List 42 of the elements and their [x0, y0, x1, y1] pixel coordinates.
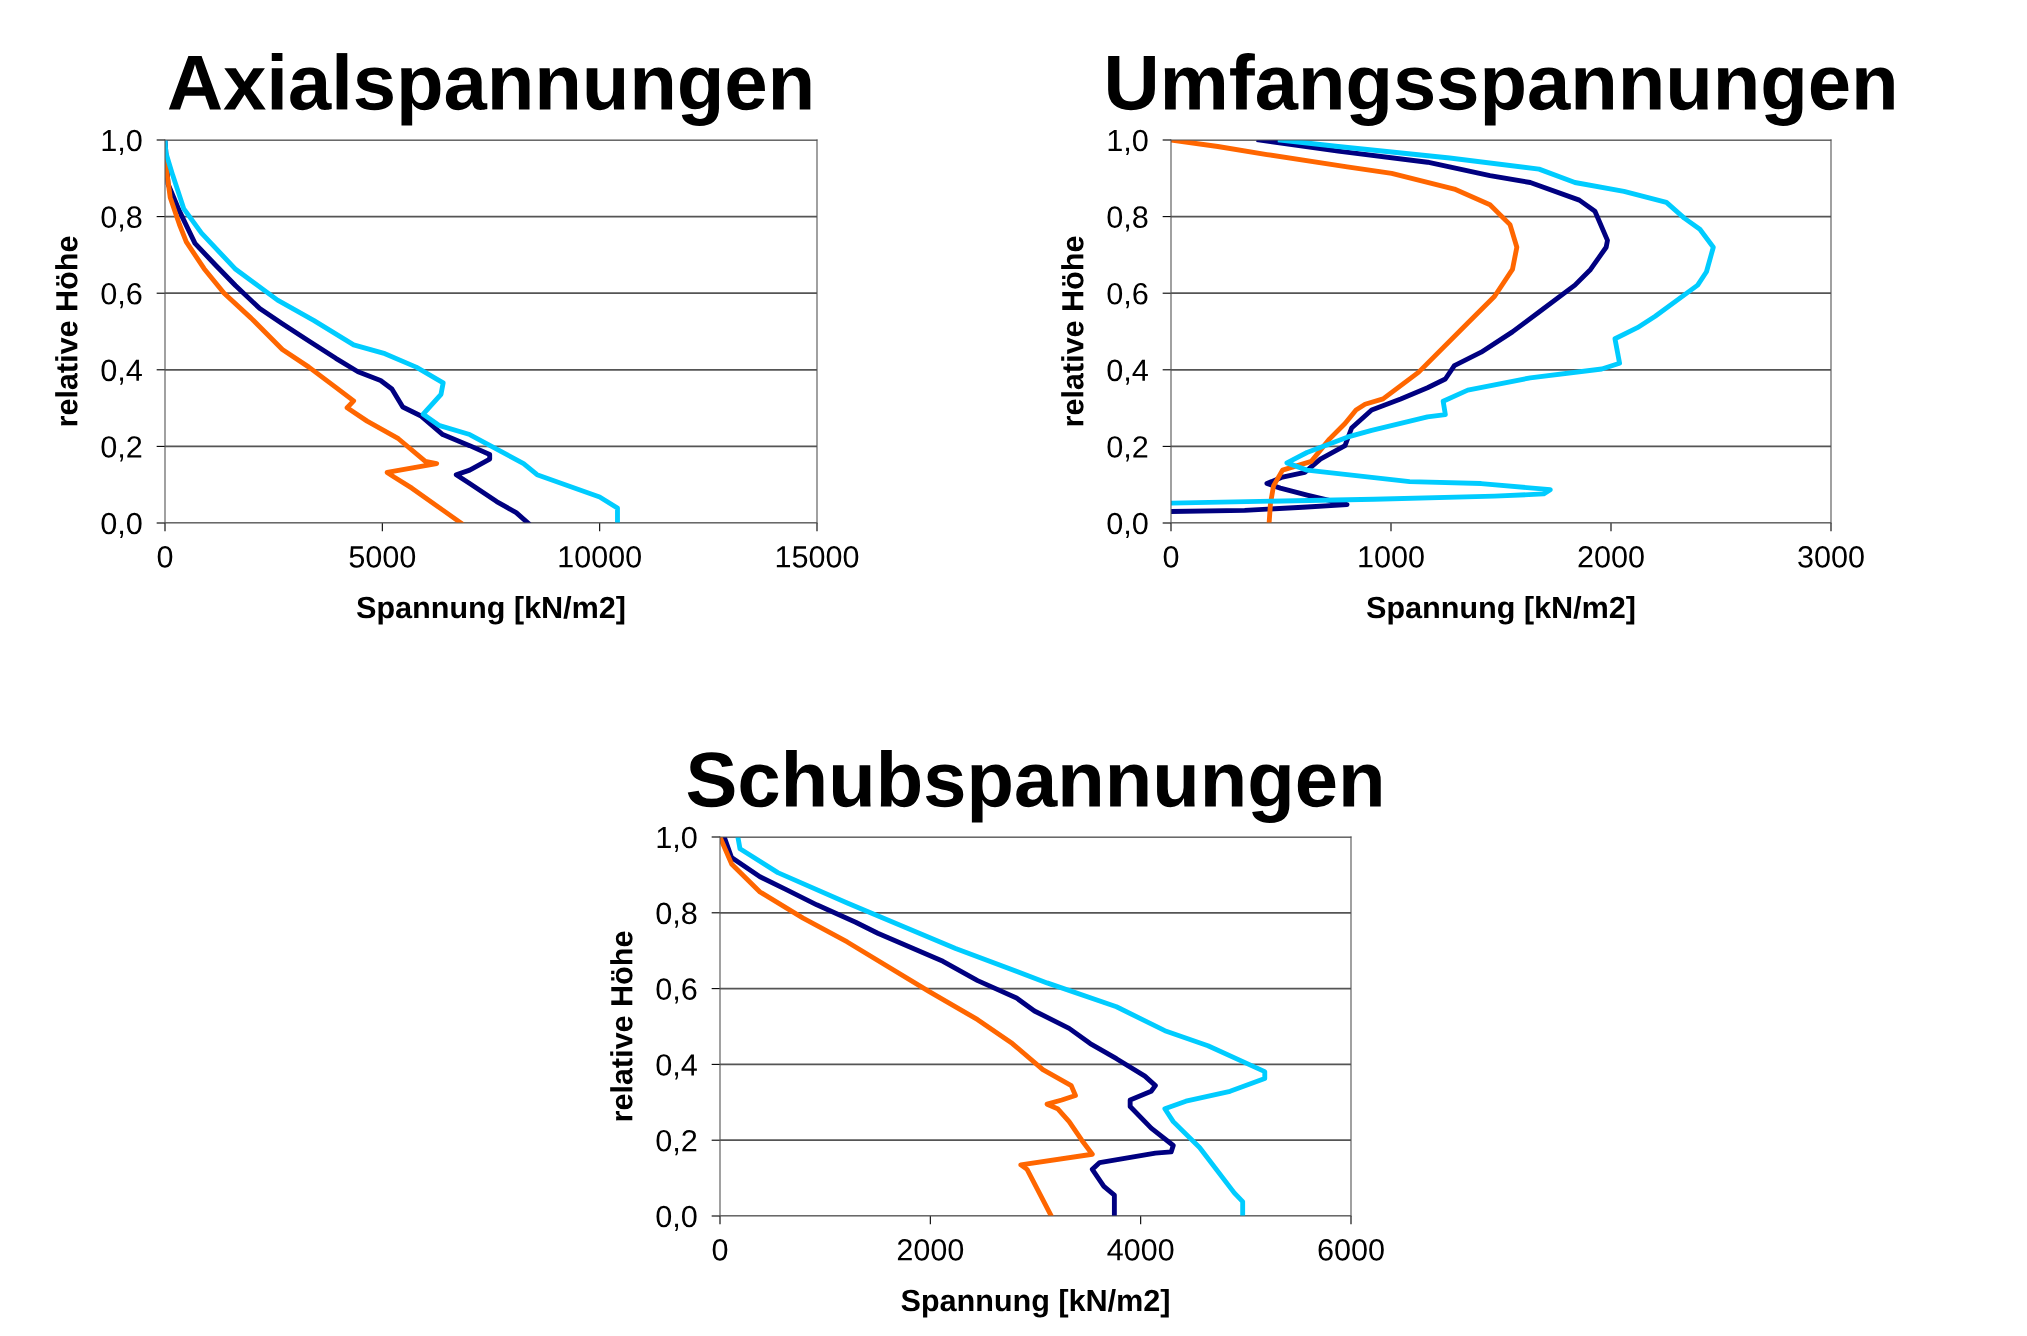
x-axis-title: Spannung [kN/m2]	[1366, 595, 1635, 625]
y-axis-title: relative Höhe	[1061, 236, 1084, 426]
y-tick-label: 1,0	[102, 129, 142, 155]
x-tick-label: 0	[712, 1239, 728, 1261]
y-tick-label: 0,8	[101, 206, 142, 232]
y-tick-label: 0,4	[656, 1054, 697, 1080]
y-axis-title: relative Höhe	[55, 236, 78, 426]
y-tick-label: 0,0	[1107, 512, 1148, 538]
line-series	[1171, 140, 1716, 506]
y-tick-label: 0,6	[1107, 282, 1148, 309]
y-tick-label: 0,0	[101, 512, 142, 538]
y-tick-label: 0,2	[101, 436, 142, 462]
x-tick-label: 15000	[776, 546, 859, 568]
y-tick-label: 0,4	[101, 359, 142, 385]
x-tick-label: 5000	[349, 546, 416, 568]
y-tick-label: 0,4	[1107, 359, 1148, 385]
x-tick-label: 3000	[1798, 546, 1864, 568]
y-tick-label: 0,8	[1107, 206, 1148, 232]
y-tick-label: 1,0	[1108, 129, 1148, 155]
x-tick-label: 2000	[1578, 546, 1644, 568]
y-tick-label: 0,6	[101, 282, 142, 309]
x-axis-title: Spannung [kN/m2]	[356, 595, 625, 625]
y-tick-label: 1,0	[657, 826, 697, 852]
x-tick-label: 0	[157, 546, 173, 568]
chart-title: Axialspannungen	[168, 53, 811, 126]
y-tick-label: 0,2	[1107, 436, 1148, 462]
x-tick-label: 4000	[1107, 1239, 1174, 1261]
y-tick-label: 0,0	[656, 1205, 697, 1231]
chart-title: Schubspannungen	[687, 750, 1381, 823]
y-tick-label: 0,8	[656, 902, 697, 928]
x-tick-label: 1000	[1359, 546, 1424, 568]
x-axis-title: Spannung [kN/m2]	[901, 1288, 1169, 1318]
x-tick-label: 0	[1163, 546, 1179, 568]
y-axis-title: relative Höhe	[610, 931, 633, 1121]
line-series	[735, 837, 1268, 1216]
chart-title: Umfangsspannungen	[1108, 53, 1894, 126]
y-tick-label: 0,2	[656, 1129, 697, 1156]
x-tick-label: 2000	[897, 1239, 964, 1261]
line-series	[1171, 140, 1610, 514]
x-tick-label: 6000	[1318, 1239, 1384, 1261]
y-tick-label: 0,6	[656, 978, 697, 1004]
x-tick-label: 10000	[559, 546, 641, 568]
